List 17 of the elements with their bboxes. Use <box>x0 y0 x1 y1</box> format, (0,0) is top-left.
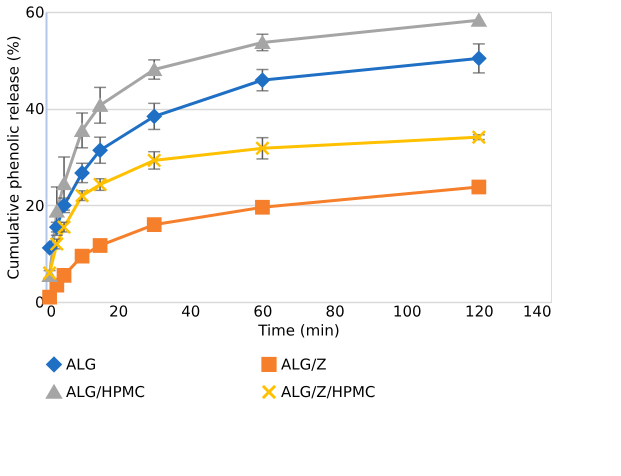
x-tick-label: 0 <box>46 302 56 320</box>
x-tick-label: 40 <box>181 302 200 320</box>
x-tick-label: 100 <box>392 302 422 320</box>
legend-label: ALG/HPMC <box>66 383 146 401</box>
legend-label: ALG/Z <box>281 355 327 374</box>
legend-label: ALG <box>66 355 96 374</box>
x-tick-label: 140 <box>522 302 552 320</box>
x-tick-label: 120 <box>465 302 494 320</box>
y-tick-label: 20 <box>25 196 44 215</box>
y-tick-label: 40 <box>25 100 44 118</box>
y-axis-title: Cumulative phenolic release (%) <box>4 35 22 280</box>
x-tick-label: 20 <box>109 302 128 320</box>
legend-label: ALG/Z/HPMC <box>281 383 376 401</box>
x-tick-label: 60 <box>253 302 272 320</box>
x-tick-label: 80 <box>326 302 345 320</box>
y-tick-label: 60 <box>25 4 44 22</box>
x-axis-title: Time (min) <box>257 322 340 340</box>
